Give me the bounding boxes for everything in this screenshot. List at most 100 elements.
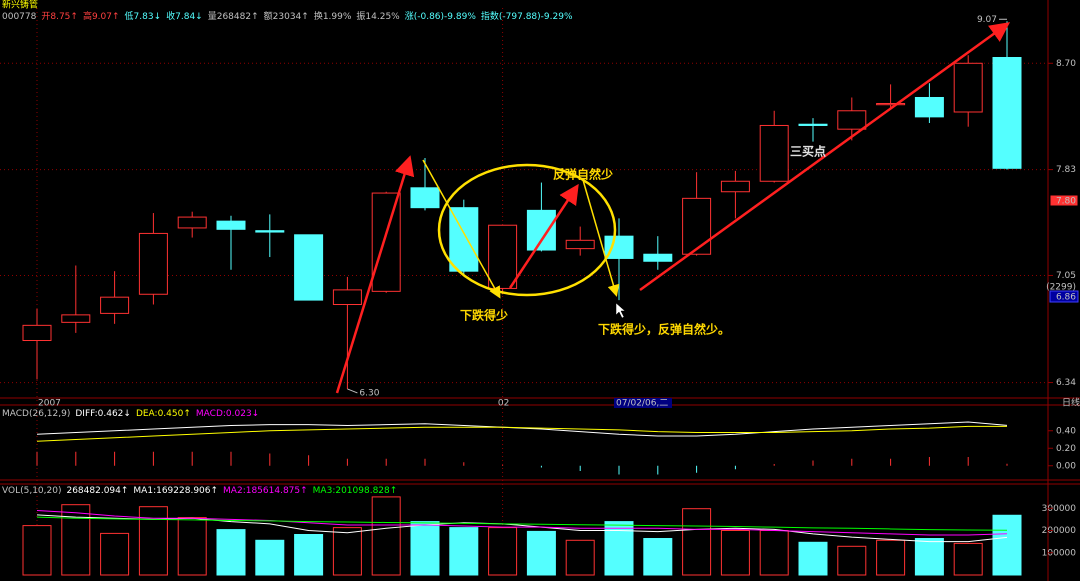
candle-body [410,187,440,209]
header-item: 量268482↑ [208,11,259,22]
header-item: 指数(-797.88)-9.29% [481,10,573,22]
header-item: 高9.07↑ [83,10,120,22]
volume-bar [61,504,91,576]
annotation: 反弹自然少 [553,167,613,182]
y-tick-label: 0.40 [1056,426,1076,436]
volume-bar [410,521,440,576]
volume-bar [100,532,130,576]
y-tick-label: 0.20 [1056,444,1076,454]
y-tick-label: 100000 [1042,548,1077,558]
annotation-shapes [335,22,1011,394]
y-tick-label: 7.83 [1056,165,1076,175]
side-label: 7.80 [1056,197,1076,207]
volume-bar [332,527,362,576]
header-item: DIFF:0.462↓ [75,409,131,419]
candle-body [682,197,712,255]
candle-body [216,220,246,230]
candle-body [837,110,867,130]
panel-header: VOL(5,10,20) 268482.094↑ MA1:169228.906↑ MA… [2,486,397,496]
candle-body [953,62,983,113]
volume-bar [720,530,750,576]
cursor-date: 07/02/06,二 [616,399,668,409]
volume-bar [953,542,983,576]
header-item: VOL(5,10,20) [2,486,61,496]
y-tick-label: 300000 [1042,504,1077,514]
min-label: 6.30 [359,388,379,398]
y-tick-label: 0.00 [1056,461,1076,471]
volume-bar [177,517,207,576]
header-item: 振14.25% [356,10,400,22]
volume-bar [294,534,324,576]
volume-bar [526,530,556,576]
indicator-line [36,516,1008,531]
candle-body [177,216,207,229]
panel-header: 000778 开8.75↑ 高9.07↑ 低7.83↓ 收7.84↓ 量268482↑ 额2… [2,10,573,22]
volume-bar [876,539,906,576]
annotation: 三买点 [790,144,826,159]
volume-bar [837,545,867,576]
candle-body [100,296,130,314]
header-item: 换1.99% [314,10,352,22]
header-item: 低7.83↓ [125,10,162,22]
indicator-line [36,425,1007,442]
candle-body [332,289,362,306]
volume-bar [798,541,828,576]
plot: 000778 开8.75↑ 高9.07↑ 低7.83↓ 收7.84↓ 量268482↑ 额2… [0,8,1080,576]
header-item: 涨(-0.86)-9.89% [405,11,477,22]
indicator-line [36,509,1008,536]
x-tick-label: 02 [498,399,509,409]
volume-bar [682,508,712,576]
header-item: 268482.094↑ [66,486,128,496]
candle-body [565,239,595,250]
volume-bar [488,527,518,576]
cursor-date-box [614,398,672,408]
max-label: 9.07 [977,15,997,25]
volume-bar [914,538,944,576]
header-item: MA2:185614.875↑ [223,486,308,496]
volume-bar [138,506,168,576]
candle-body [992,57,1022,169]
volume-bar [643,538,673,576]
candle-body [255,230,285,233]
period-label: 日线 [1062,397,1080,409]
candle-body [798,123,828,126]
annotation: 下跌得少 [460,308,508,323]
side-label: 6.86 [1056,293,1076,303]
header-item: 额23034↑ [264,10,309,22]
header-item: 开8.75↑ [41,11,78,22]
volume-bar [216,529,246,576]
y-tick-label: 200000 [1042,526,1077,536]
annotation: 下跌得少，反弹自然少。 [598,322,730,337]
side-label-box [1049,194,1079,207]
stock-name: 新兴铸管 [2,0,38,11]
volume-bar [22,525,52,576]
header-item: 000778 [2,12,37,22]
candle-body [643,253,673,262]
header-item: 收7.84↓ [166,10,203,22]
volume-bar [565,539,595,576]
volume-bar [759,530,789,576]
y-tick-label: 8.70 [1056,59,1076,69]
side-label: (2299) [1046,283,1076,293]
header-item: DEA:0.450↑ [136,409,191,419]
volume-bar [255,539,285,576]
candle-body [371,192,401,292]
candle-body [294,234,324,301]
volume-bar [604,521,634,576]
volume-bar [449,527,479,576]
header-item: MA1:169228.906↑ [133,486,218,496]
candle-body [61,314,91,323]
min-marker [347,388,358,394]
candle-body [526,209,556,251]
candle-body [604,235,634,259]
side-label-box [1049,290,1079,303]
candle-body [488,224,518,289]
candle-body [720,180,750,193]
header-item: MACD(26,12,9) [2,409,70,419]
candle-body [759,124,789,182]
indicator-line [36,421,1008,437]
y-tick-label: 6.34 [1056,378,1076,388]
x-tick-label: 2007 [38,399,61,409]
